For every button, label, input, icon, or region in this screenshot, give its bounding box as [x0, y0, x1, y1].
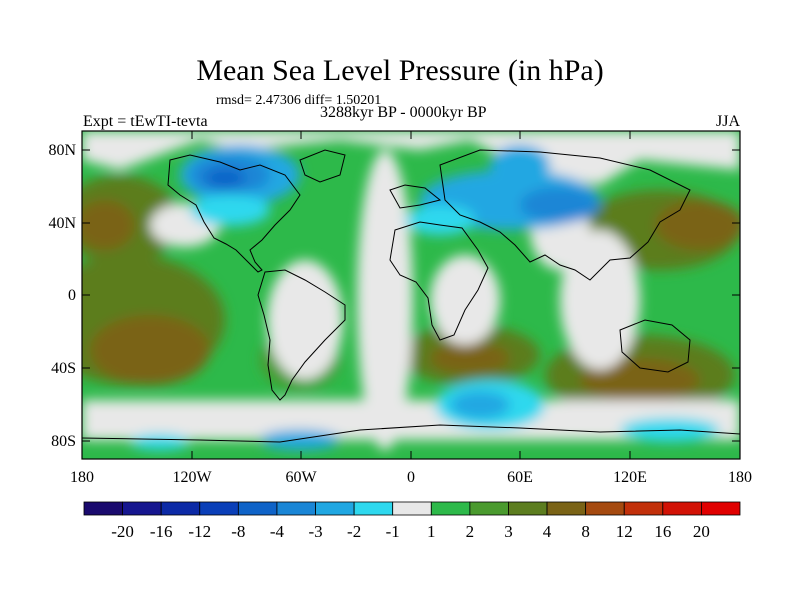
anomaly-region — [190, 194, 270, 226]
asia-coast — [439, 149, 691, 281]
rmsd-diff-stats: rmsd= 2.47306 diff= 1.50201 — [216, 93, 382, 108]
neutral-region — [82, 131, 740, 185]
colorbar-label: 4 — [543, 522, 552, 541]
africa-coast — [389, 221, 489, 341]
colorbar-swatch — [199, 501, 239, 516]
anomaly-region — [405, 205, 475, 235]
colorbar — [83, 501, 741, 516]
colorbar-swatch — [623, 501, 664, 516]
map-title: Mean Sea Level Pressure (in hPa) — [196, 54, 604, 87]
colorbar-swatch — [83, 501, 123, 516]
colorbar-swatch — [122, 501, 162, 516]
colorbar-swatch — [237, 501, 278, 516]
lat-tick-label: 80N — [48, 142, 76, 159]
greenland-coast — [299, 149, 346, 183]
colorbar-swatch — [508, 501, 548, 516]
colorbar-label: -2 — [347, 522, 361, 541]
colorbar-label: 2 — [466, 522, 475, 541]
colorbar-label: -16 — [150, 522, 173, 541]
lon-tick-label: 0 — [407, 469, 415, 486]
neutral-region — [357, 150, 413, 450]
anomaly-region — [520, 187, 600, 223]
colorbar-swatch — [276, 501, 316, 516]
anomaly-region — [655, 200, 740, 250]
colorbar-swatch — [585, 501, 625, 516]
lon-tick-label: 180 — [728, 469, 752, 486]
colorbar-label: 16 — [654, 522, 671, 541]
contour-field — [82, 131, 740, 459]
period-label: 3288kyr BP - 0000kyr BP — [320, 104, 487, 121]
colorbar-label: -3 — [308, 522, 322, 541]
anomaly-region — [205, 168, 245, 188]
colorbar-swatch — [315, 501, 355, 516]
coastlines — [82, 149, 740, 443]
lat-tick-label: 40N — [48, 215, 76, 232]
lat-tick-label: 40S — [51, 360, 76, 377]
anomaly-region — [130, 434, 190, 450]
antarctica-coast — [82, 424, 740, 443]
anomaly-region — [82, 200, 135, 250]
neutral-region — [180, 400, 320, 440]
experiment-label: Expt = tEwTI-tevta — [83, 113, 208, 130]
lon-tick-label: 60W — [285, 469, 317, 486]
colorbar-label: -1 — [386, 522, 400, 541]
colorbar-swatch — [662, 501, 702, 516]
colorbar-label: -12 — [188, 522, 211, 541]
neutral-region — [267, 260, 343, 380]
colorbar-label: 3 — [504, 522, 513, 541]
lat-tick-label: 0 — [68, 287, 76, 304]
lon-tick-label: 120W — [172, 469, 212, 486]
colorbar-swatch — [353, 501, 394, 516]
colorbar-label: 1 — [427, 522, 436, 541]
anomaly-region — [450, 391, 510, 419]
europe-coast — [389, 184, 442, 209]
colorbar-swatch — [469, 501, 509, 516]
north-america-coast — [167, 154, 301, 273]
colorbar-label: 8 — [581, 522, 590, 541]
season-label: JJA — [716, 113, 741, 130]
colorbar-swatch — [160, 501, 201, 516]
lon-tick-label: 180 — [70, 469, 94, 486]
colorbar-swatch — [392, 501, 432, 516]
anomaly-region — [90, 315, 210, 385]
colorbar-swatch — [430, 501, 471, 516]
anomaly-region — [580, 358, 700, 402]
colorbar-labels: -20 -16 -12 -8 -4 -3 -2 -1 1 2 3 4 8 12 16 20 — [111, 522, 710, 541]
colorbar-label: -4 — [270, 522, 285, 541]
neutral-region — [430, 255, 500, 345]
lat-tick-label: 80S — [51, 433, 76, 450]
anomaly-region — [260, 430, 340, 450]
axis-ticks — [81, 131, 741, 459]
colorbar-swatch — [546, 501, 587, 516]
colorbar-label: -20 — [111, 522, 134, 541]
south-america-coast — [257, 269, 346, 401]
anomaly-region — [430, 342, 510, 374]
australia-coast — [619, 319, 691, 373]
colorbar-label: 20 — [693, 522, 710, 541]
lon-tick-label: 60E — [507, 469, 533, 486]
colorbar-swatch — [701, 501, 741, 516]
colorbar-label: 12 — [616, 522, 633, 541]
colorbar-label: -8 — [231, 522, 245, 541]
anomaly-region — [490, 145, 550, 185]
lon-tick-label: 120E — [613, 469, 647, 486]
